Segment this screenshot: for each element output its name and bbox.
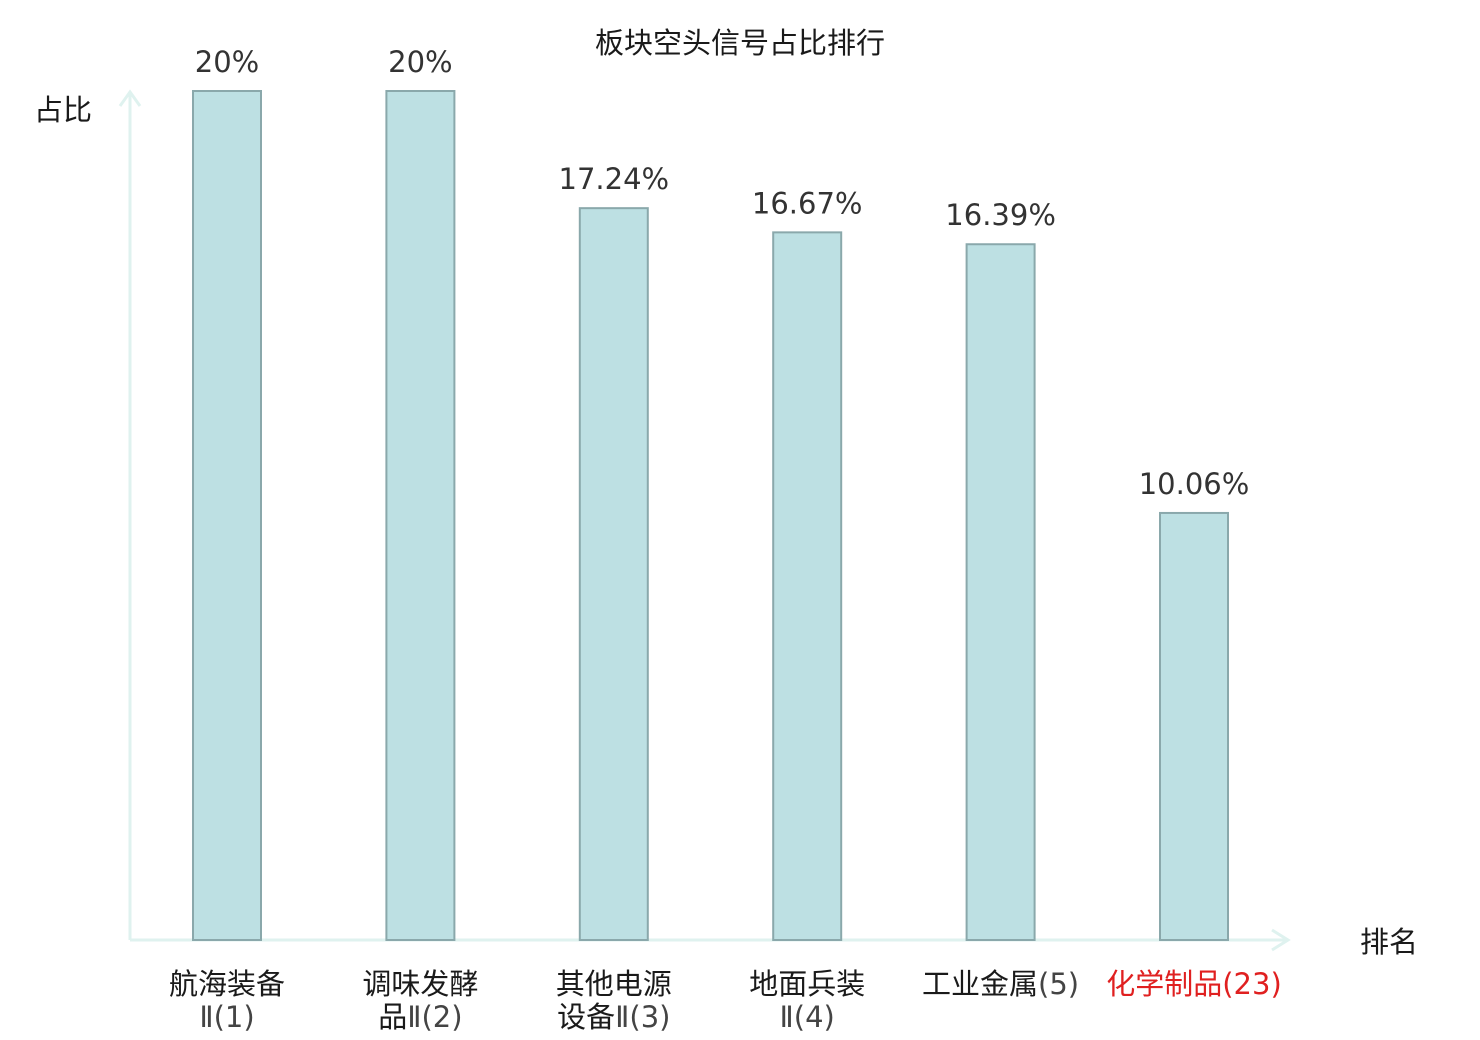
- category-rank: Ⅱ(3): [615, 1000, 670, 1034]
- category-name: 工业金属: [922, 967, 1038, 1001]
- category-rank: Ⅱ(4): [780, 1000, 835, 1034]
- y-axis-label: 占比: [34, 93, 92, 127]
- category-label-3-line-1: 其他电源: [556, 967, 672, 1001]
- category-name: 设备: [557, 1000, 615, 1034]
- x-axis: [130, 928, 1291, 952]
- category-label-2-line-2: 品Ⅱ(2): [378, 1000, 462, 1034]
- category-label-6-line-1: 化学制品(23): [1106, 967, 1282, 1001]
- value-label-4: 16.67%: [752, 186, 863, 220]
- bar-5: [965, 243, 1036, 941]
- category-rank: Ⅱ(2): [407, 1000, 462, 1034]
- bar-3: [578, 207, 649, 942]
- category-name: 地面兵装: [749, 967, 865, 1001]
- value-label-5: 16.39%: [945, 198, 1056, 232]
- category-name: 其他电源: [556, 967, 672, 1001]
- category-label-1-line-1: 航海装备: [169, 967, 285, 1001]
- category-name: 化学制品: [1106, 967, 1222, 1001]
- value-label-3: 17.24%: [559, 162, 670, 196]
- category-name: 调味发酵: [362, 967, 478, 1001]
- category-rank: (23): [1222, 967, 1282, 1001]
- category-name: 航海装备: [169, 967, 285, 1001]
- bar-2: [385, 90, 456, 941]
- category-label-3-line-2: 设备Ⅱ(3): [557, 1000, 670, 1034]
- category-rank: Ⅱ(1): [199, 1000, 254, 1034]
- bar-4: [772, 231, 843, 941]
- value-labels: 20% 20% 17.24% 16.67% 16.39% 10.06%: [195, 45, 1250, 501]
- category-label-4-line-1: 地面兵装: [749, 967, 865, 1001]
- value-label-6: 10.06%: [1139, 467, 1250, 501]
- category-label-2-line-1: 调味发酵: [362, 967, 478, 1001]
- category-name: 品: [378, 1000, 407, 1034]
- x-axis-label: 排名: [1360, 925, 1418, 959]
- y-axis: [118, 89, 142, 940]
- bars: [192, 90, 1229, 942]
- category-label-4-line-2: Ⅱ(4): [780, 1000, 835, 1034]
- chart-title: 板块空头信号占比排行: [595, 26, 885, 60]
- category-label-5-line-1: 工业金属(5): [922, 967, 1079, 1001]
- value-label-2: 20%: [388, 45, 452, 79]
- category-rank: (5): [1038, 967, 1079, 1001]
- bar-1: [192, 90, 262, 941]
- value-label-1: 20%: [195, 45, 259, 79]
- category-label-1-line-2: Ⅱ(1): [199, 1000, 254, 1034]
- bar-6: [1159, 511, 1229, 941]
- category-labels: 航海装备Ⅱ(1)调味发酵品Ⅱ(2)其他电源设备Ⅱ(3)地面兵装Ⅱ(4)工业金属(…: [169, 967, 1282, 1034]
